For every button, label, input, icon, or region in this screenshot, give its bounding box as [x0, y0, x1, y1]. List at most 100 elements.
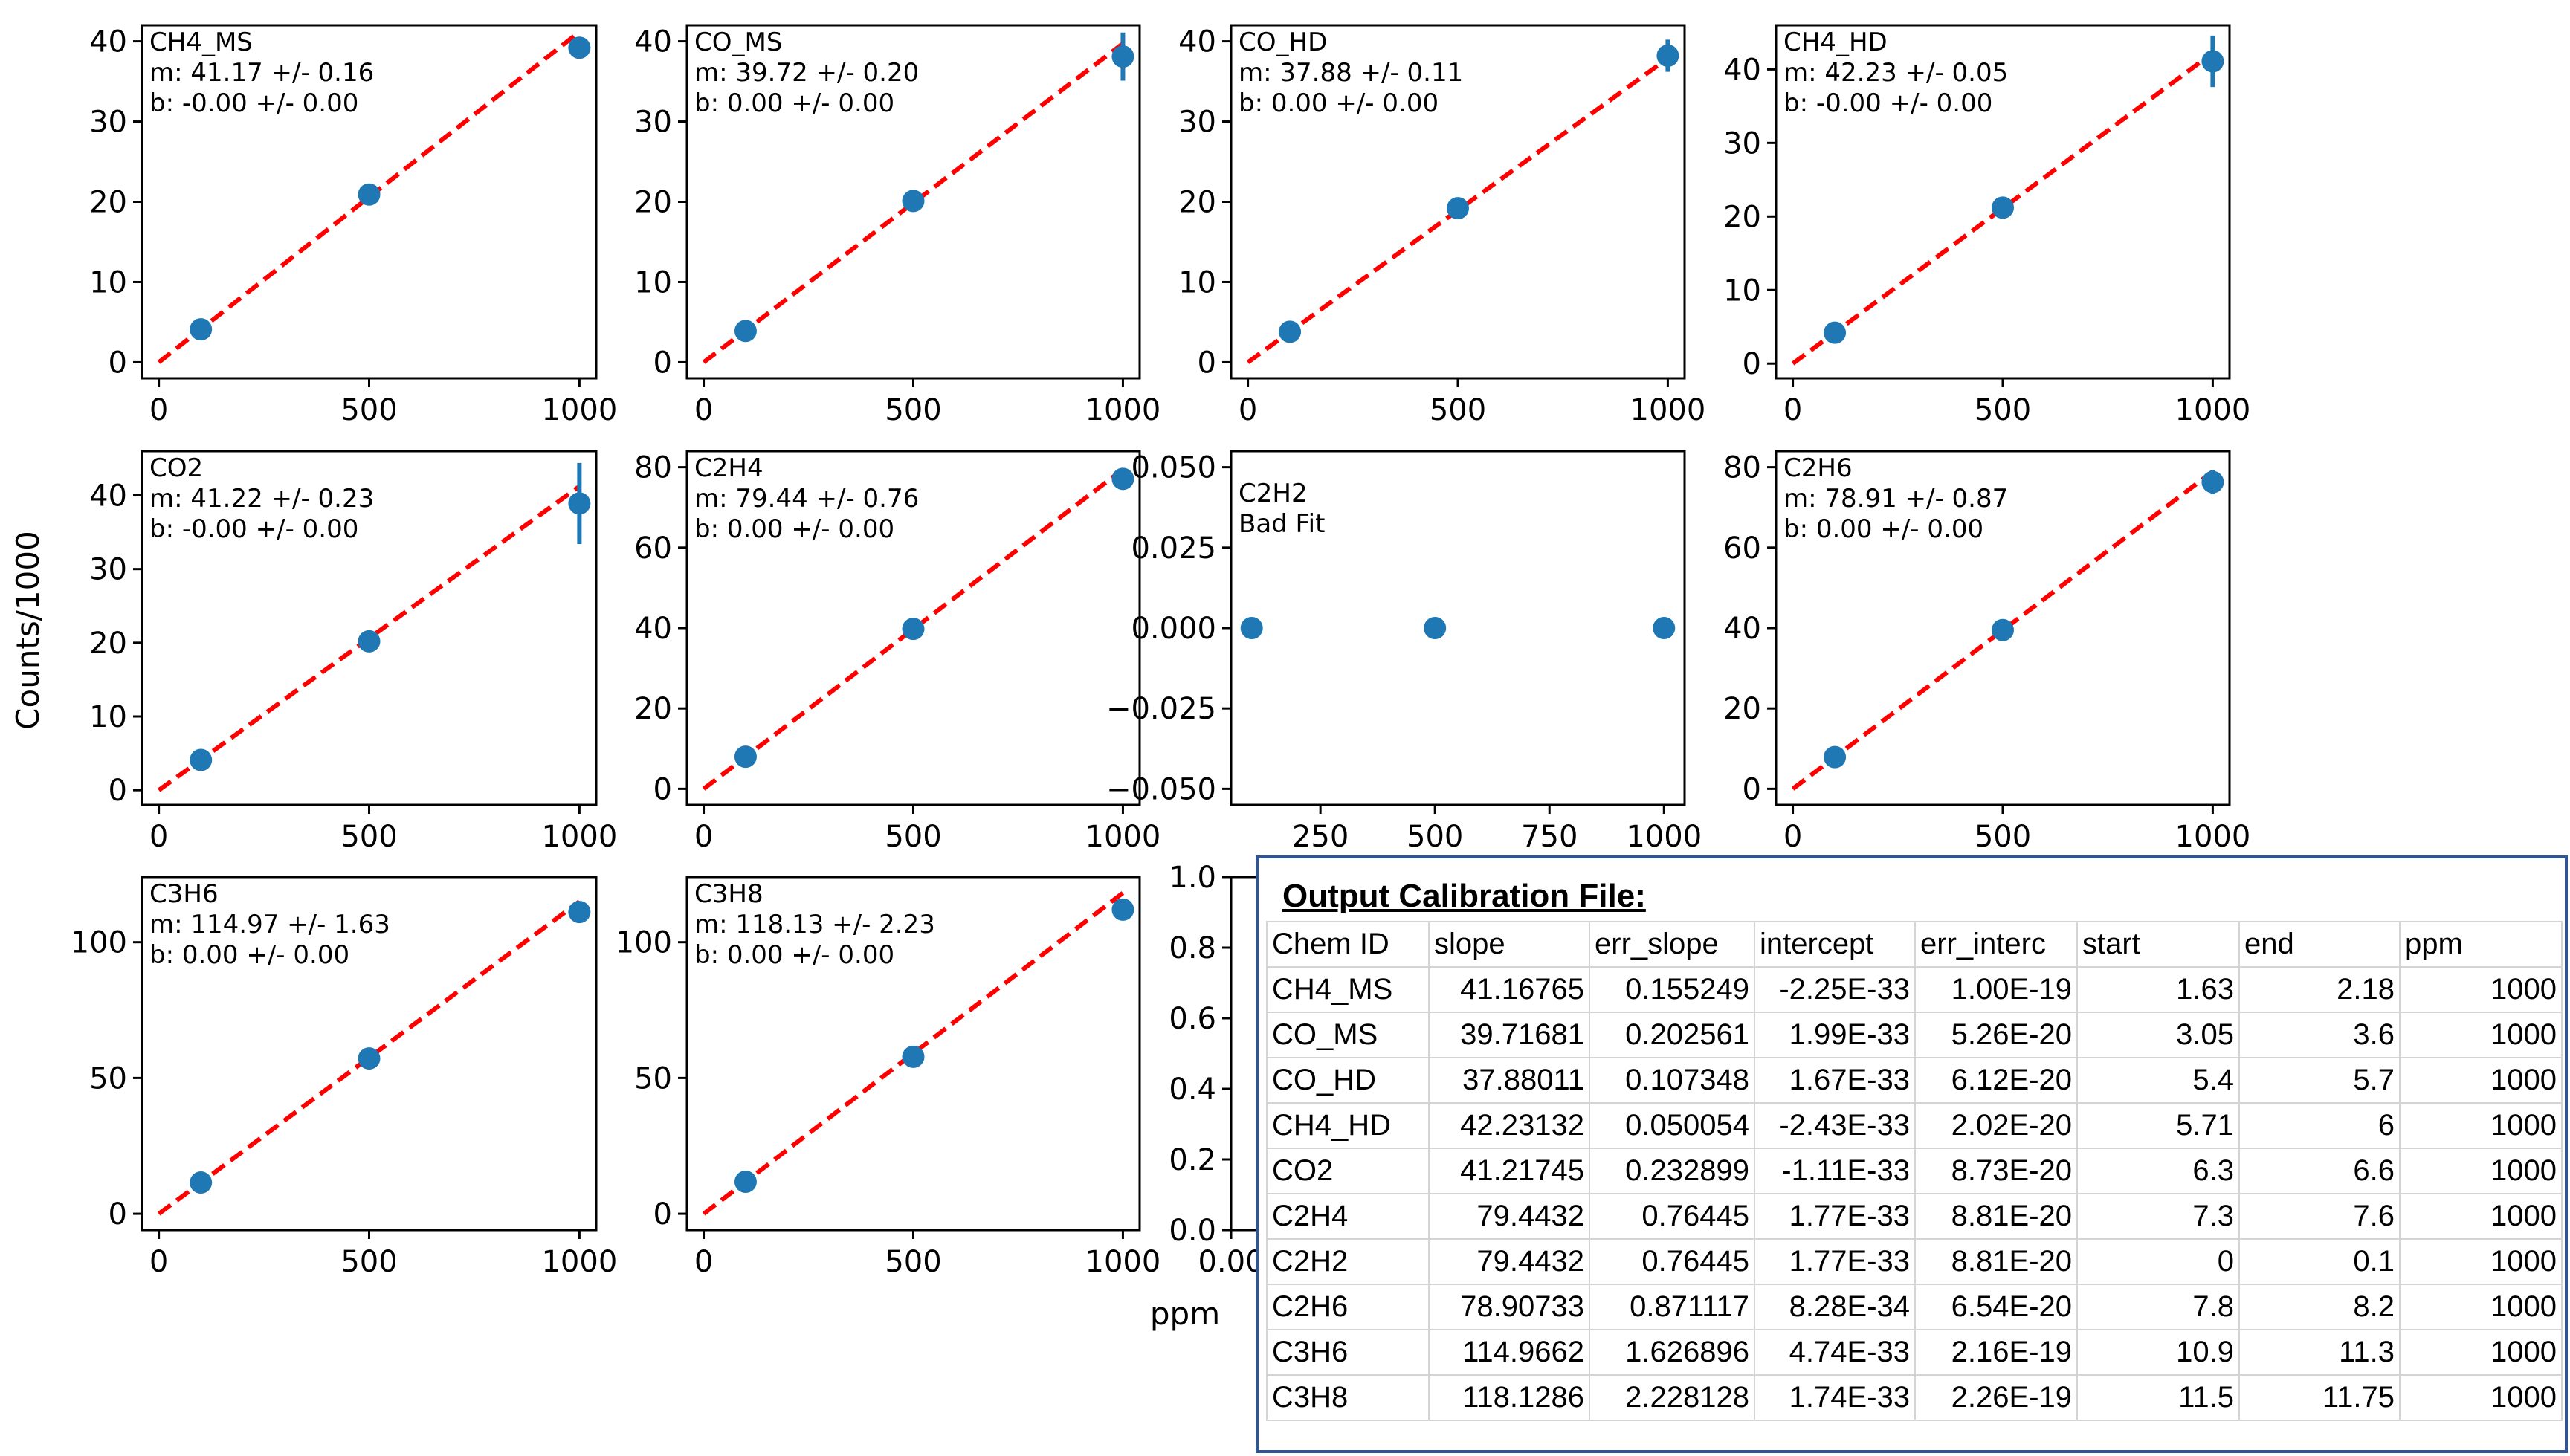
y-tick-label: 30 — [89, 106, 127, 140]
table-cell: 5.4 — [2076, 1057, 2240, 1104]
fit-annotation: m: 79.44 +/- 0.76 — [694, 484, 919, 514]
table-cell: 1000 — [2399, 1102, 2563, 1149]
table-cell: 1.77E-33 — [1754, 1238, 1916, 1285]
table-cell: 8.28E-34 — [1754, 1284, 1916, 1330]
table-cell: CH4_MS — [1266, 966, 1430, 1013]
y-tick-label: 0 — [653, 346, 672, 380]
table-cell: 0.155249 — [1589, 966, 1755, 1013]
x-tick-label: 0 — [1239, 393, 1257, 427]
fit-annotation: m: 118.13 +/- 2.23 — [694, 910, 935, 939]
x-tick-label: 500 — [885, 820, 941, 854]
subplot-title: C3H8 — [694, 879, 763, 909]
column-header: slope — [1428, 921, 1590, 968]
x-tick-label: 500 — [1975, 820, 2031, 854]
calibration-file-title: Output Calibration File: — [1282, 878, 1646, 914]
table-cell: 78.90733 — [1428, 1284, 1590, 1330]
table-cell: 6.54E-20 — [1914, 1284, 2078, 1330]
column-header: ppm — [2399, 921, 2563, 968]
table-cell: 1000 — [2399, 966, 2563, 1013]
subplot-title: C2H6 — [1783, 453, 1853, 483]
y-tick-label: 0.000 — [1131, 612, 1216, 646]
fit-annotation: m: 114.97 +/- 1.63 — [149, 910, 390, 939]
subplot-title: CO_MS — [694, 27, 782, 57]
calibration-row: CH4_HD 42.23132 0.050054 -2.43E-33 2.02E-20 5… — [1266, 1102, 2563, 1149]
y-tick-label: 40 — [634, 612, 672, 646]
data-point — [1824, 745, 1847, 769]
table-cell: 6.12E-20 — [1914, 1057, 2078, 1104]
table-cell: 11.75 — [2238, 1374, 2401, 1421]
y-tick-label: 60 — [634, 531, 672, 566]
fit-annotation: b: 0.00 +/- 0.00 — [1783, 514, 1983, 544]
x-tick-label: 1000 — [541, 393, 617, 427]
x-tick-label: 1000 — [1085, 393, 1161, 427]
subplot-title: CH4_MS — [149, 27, 253, 57]
data-point — [734, 745, 757, 769]
y-tick-label: 0.4 — [1169, 1072, 1216, 1107]
table-cell: 0 — [2076, 1238, 2240, 1285]
subplot-title: C3H6 — [149, 879, 219, 909]
subplot-c2h2: 250 500 750 1000 −0.050 −0.025 0.000 0.025 0.050… — [1106, 450, 1702, 854]
table-cell: 42.23132 — [1428, 1102, 1590, 1149]
table-cell: 0.232899 — [1589, 1148, 1755, 1194]
table-cell: 7.8 — [2076, 1284, 2240, 1330]
table-cell: 8.81E-20 — [1914, 1238, 2078, 1285]
x-tick-label: 0.00 — [1198, 1245, 1264, 1279]
x-tick-label: 1000 — [541, 820, 617, 854]
table-cell: 1.63 — [2076, 966, 2240, 1013]
y-tick-label: 20 — [634, 692, 672, 726]
y-tick-label: 0 — [109, 1197, 127, 1232]
y-tick-label: 0 — [109, 774, 127, 808]
table-cell: 7.6 — [2238, 1193, 2401, 1240]
fit-annotation: b: -0.00 +/- 0.00 — [149, 88, 358, 118]
subplot-title: CH4_HD — [1783, 27, 1888, 57]
fit-line — [1791, 470, 2215, 791]
table-cell: 2.02E-20 — [1914, 1102, 2078, 1149]
table-cell: C3H6 — [1266, 1329, 1430, 1376]
calibration-row: CH4_MS 41.16765 0.155249 -2.25E-33 1.00E-19 1… — [1266, 966, 2563, 1013]
y-tick-label: 40 — [634, 25, 672, 59]
table-cell: 5.26E-20 — [1914, 1012, 2078, 1058]
x-tick-label: 0 — [694, 393, 713, 427]
data-point — [358, 1047, 381, 1070]
column-header: Chem ID — [1266, 921, 1430, 968]
table-cell: C2H4 — [1266, 1193, 1430, 1240]
fit-annotation: Bad Fit — [1239, 509, 1325, 539]
y-tick-label: 20 — [1178, 186, 1216, 220]
y-tick-label: 80 — [634, 451, 672, 485]
y-tick-label: 50 — [634, 1061, 672, 1096]
table-cell: 8.73E-20 — [1914, 1148, 2078, 1194]
y-tick-label: 0.025 — [1131, 531, 1216, 566]
y-tick-label: 10 — [1178, 265, 1216, 300]
table-cell: 1.74E-33 — [1754, 1374, 1916, 1421]
data-point — [902, 618, 925, 641]
y-tick-label: 10 — [1723, 274, 1761, 308]
fit-annotation: m: 42.23 +/- 0.05 — [1783, 58, 2008, 88]
calibration-table: Chem ID slope err_slope intercept err_interc… — [1266, 921, 2563, 1421]
fit-annotation: m: 41.22 +/- 0.23 — [149, 484, 374, 514]
y-tick-label: 10 — [89, 700, 127, 734]
x-tick-label: 0 — [1783, 820, 1802, 854]
fit-annotation: b: -0.00 +/- 0.00 — [1783, 88, 1992, 118]
y-tick-label: 10 — [634, 265, 672, 300]
y-tick-label: 40 — [89, 479, 127, 514]
y-tick-label: 100 — [71, 926, 127, 960]
fit-annotation: m: 37.88 +/- 0.11 — [1239, 58, 1463, 88]
x-tick-label: 1000 — [1085, 1245, 1161, 1279]
subplot-ch4-hd: 0 500 1000 0 10 20 30 40 CH4_HDm: 42.23 +/- 0.05… — [1723, 24, 2250, 427]
data-point — [1279, 320, 1302, 343]
table-cell: 37.88011 — [1428, 1057, 1590, 1104]
table-cell: 41.21745 — [1428, 1148, 1590, 1194]
y-tick-label: 100 — [616, 926, 672, 960]
table-cell: CO_HD — [1266, 1057, 1430, 1104]
data-point — [1111, 467, 1134, 491]
table-cell: 2.16E-19 — [1914, 1329, 2078, 1376]
data-point — [2201, 50, 2224, 73]
data-point — [1824, 321, 1847, 344]
y-tick-label: 20 — [89, 627, 127, 661]
x-tick-label: 500 — [1430, 393, 1486, 427]
y-tick-label: 30 — [1178, 106, 1216, 140]
subplot-ch4-ms: 0 500 1000 0 10 20 30 40 CH4_MSm: 41.17 +/- 0.16… — [89, 24, 617, 427]
subplot-title: C2H2 — [1239, 479, 1308, 508]
calibration-row: C3H6 114.9662 1.626896 4.74E-33 2.16E-19 10.9… — [1266, 1329, 2563, 1376]
